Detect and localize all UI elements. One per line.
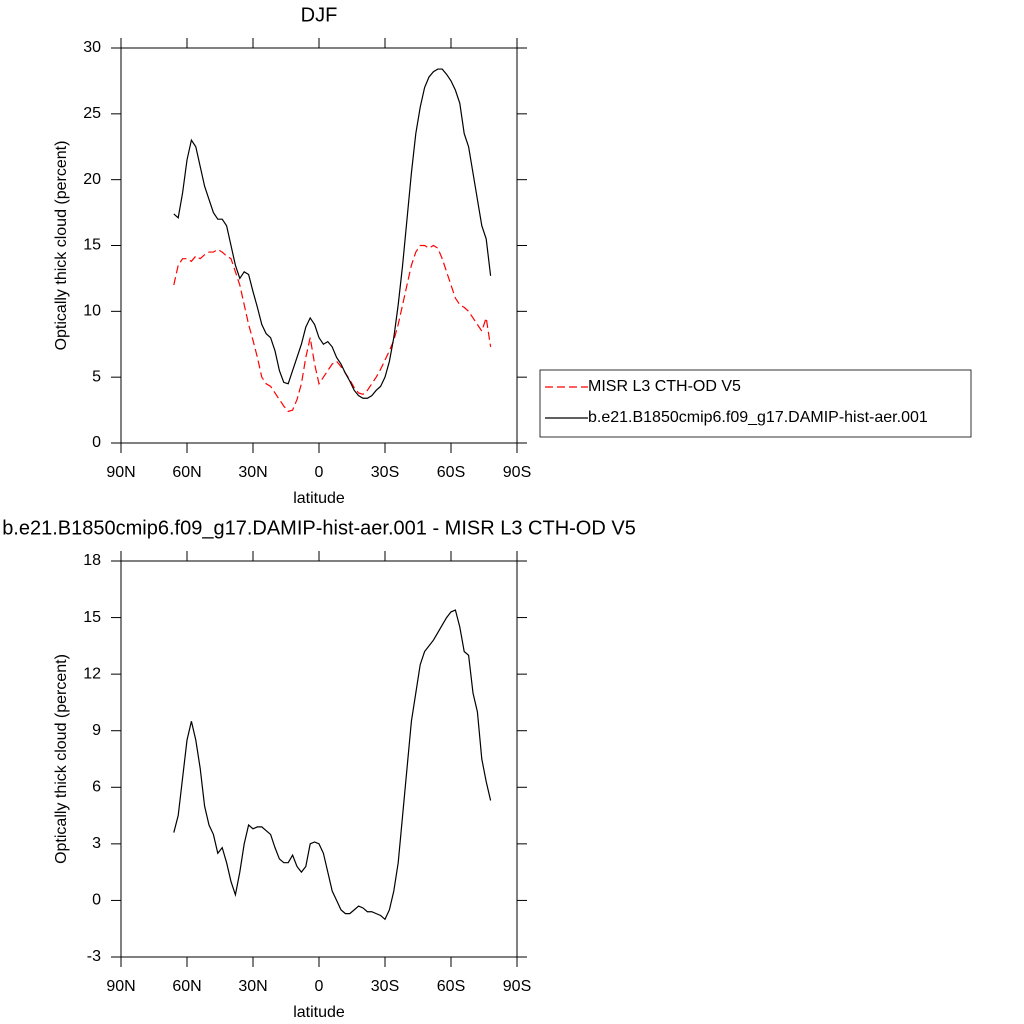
x-tick-label: 30N: [238, 464, 267, 481]
x-tick-label: 60S: [437, 464, 465, 481]
x-axis-label: latitude: [293, 490, 345, 507]
x-tick-label: 90N: [106, 978, 135, 995]
x-tick-label: 0: [315, 978, 324, 995]
y-tick-label: 9: [92, 722, 101, 739]
y-tick-label: 12: [83, 665, 101, 682]
y-tick-label: 10: [83, 303, 101, 320]
legend-label: b.e21.B1850cmip6.f09_g17.DAMIP-hist-aer.…: [588, 409, 928, 426]
chart-title: b.e21.B1850cmip6.f09_g17.DAMIP-hist-aer.…: [2, 517, 636, 539]
y-tick-label: 0: [92, 434, 101, 451]
y-tick-label: -3: [87, 948, 101, 965]
x-axis-label: latitude: [293, 1004, 345, 1021]
y-tick-label: 20: [83, 171, 101, 188]
y-tick-label: 3: [92, 835, 101, 852]
y-tick-label: 15: [83, 237, 101, 254]
x-tick-label: 60N: [172, 464, 201, 481]
y-axis-label: Optically thick cloud (percent): [53, 141, 70, 351]
chart-title: DJF: [301, 4, 338, 26]
y-tick-label: 15: [83, 609, 101, 626]
legend-label: MISR L3 CTH-OD V5: [588, 378, 741, 395]
y-tick-label: 0: [92, 892, 101, 909]
y-axis-label: Optically thick cloud (percent): [53, 654, 70, 864]
y-tick-label: 18: [83, 552, 101, 569]
x-tick-label: 30S: [371, 978, 399, 995]
y-tick-label: 5: [92, 368, 101, 385]
legend-box: [539, 369, 972, 438]
y-tick-label: 30: [83, 39, 101, 56]
x-tick-label: 30S: [371, 464, 399, 481]
x-tick-label: 0: [315, 464, 324, 481]
x-tick-label: 90S: [503, 464, 531, 481]
data-line: [173, 244, 492, 413]
x-tick-label: 30N: [238, 978, 267, 995]
y-tick-label: 25: [83, 105, 101, 122]
data-line: [173, 609, 492, 921]
y-tick-label: 6: [92, 779, 101, 796]
x-tick-label: 60N: [172, 978, 201, 995]
x-tick-label: 60S: [437, 978, 465, 995]
x-tick-label: 90N: [106, 464, 135, 481]
data-line: [173, 68, 492, 399]
x-tick-label: 90S: [503, 978, 531, 995]
